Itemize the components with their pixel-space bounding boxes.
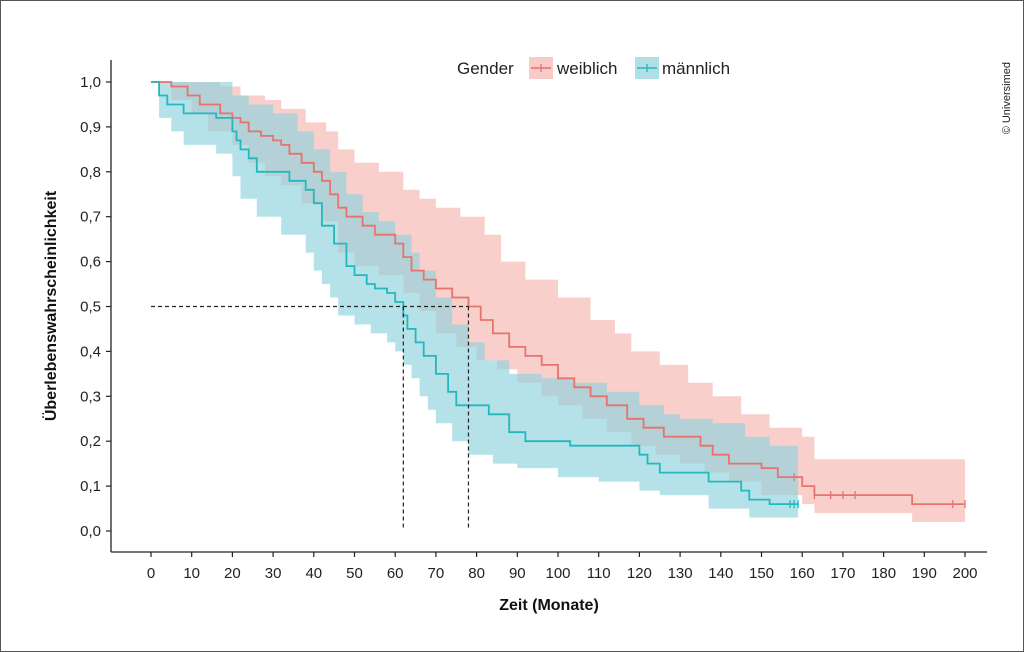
x-tick-label: 110: [587, 565, 611, 582]
x-tick-label: 190: [912, 565, 937, 582]
x-tick-label: 170: [830, 565, 855, 582]
y-tick-label: 0,4: [80, 343, 101, 360]
x-tick-label: 200: [952, 565, 977, 582]
x-tick-label: 100: [545, 565, 570, 582]
y-axis-title: Überlebenswahrscheinlichkeit: [41, 190, 60, 421]
x-tick-label: 30: [265, 565, 282, 582]
x-tick-label: 160: [790, 565, 815, 582]
y-tick-label: 0,3: [80, 388, 101, 405]
confidence-band-maennlich: [151, 82, 799, 518]
y-tick-label: 0,9: [80, 119, 101, 136]
series-line-weiblich: [151, 81, 965, 505]
x-tick-label: 90: [509, 565, 526, 582]
x-ticks: 0 10 20 30 40 50 60 70 80 90 100 110 120 130 140 150 160…: [147, 552, 978, 582]
x-tick-label: 40: [305, 565, 322, 582]
x-tick-label: 130: [668, 565, 693, 582]
x-tick-label: 10: [183, 565, 200, 582]
legend-label-maennlich: männlich: [662, 59, 730, 78]
y-tick-label: 0,1: [80, 478, 101, 495]
x-tick-label: 0: [147, 565, 155, 582]
x-tick-label: 180: [871, 565, 896, 582]
confidence-bands: [151, 82, 965, 522]
x-tick-label: 70: [428, 565, 445, 582]
legend-title: Gender: [457, 59, 514, 78]
y-tick-label: 0,2: [80, 433, 101, 450]
copyright-notice: © Universimed: [1001, 62, 1013, 134]
y-ticks: 0,0 0,1 0,2 0,3 0,4 0,5 0,6 0,7 0,8 0,9 1,0: [80, 74, 111, 540]
survival-lines: [151, 81, 965, 505]
y-tick-label: 0,6: [80, 254, 101, 271]
x-tick-label: 80: [468, 565, 485, 582]
median-reference-lines: [151, 305, 470, 530]
y-tick-label: 0,7: [80, 209, 101, 226]
x-tick-label: 120: [627, 565, 652, 582]
confidence-band-weiblich: [151, 82, 965, 522]
legend-label-weiblich: weiblich: [556, 59, 617, 78]
x-tick-label: 60: [387, 565, 404, 582]
series-line-maennlich: [151, 81, 799, 505]
x-axis-title: Zeit (Monate): [499, 597, 599, 614]
y-tick-label: 0,5: [80, 299, 101, 316]
x-tick-label: 20: [224, 565, 241, 582]
y-tick-label: 0,8: [80, 164, 101, 181]
censor-marks: [789, 473, 966, 509]
legend: Gender weiblich männlich: [457, 57, 730, 79]
y-tick-label: 0,0: [80, 523, 101, 540]
y-tick-label: 1,0: [80, 74, 101, 91]
x-tick-label: 140: [708, 565, 733, 582]
x-tick-label: 50: [346, 565, 363, 582]
x-tick-label: 150: [749, 565, 774, 582]
